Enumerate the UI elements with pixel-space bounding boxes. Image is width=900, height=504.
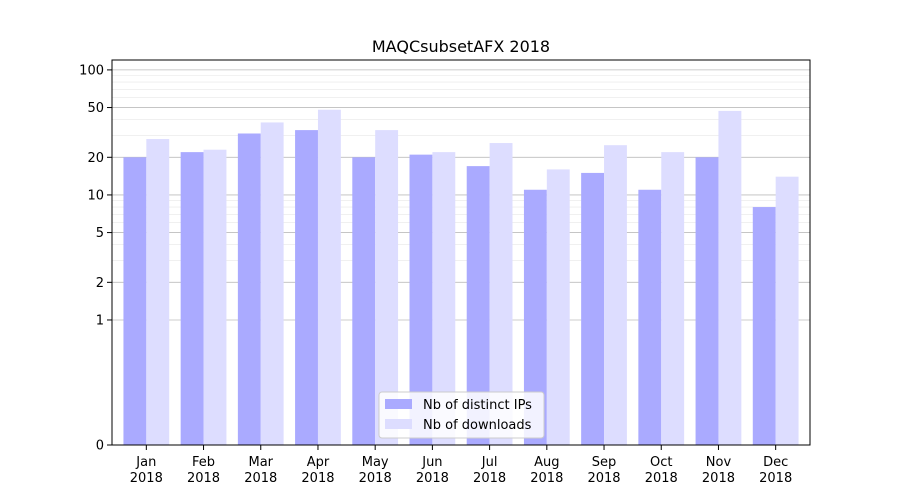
x-tick-label-line: Nov	[706, 455, 732, 470]
chart-title: MAQCsubsetAFX 2018	[372, 37, 550, 56]
bar-distinct-ips	[752, 207, 776, 445]
x-tick-label: May 2018	[359, 455, 392, 486]
x-tick-label-line: Jun	[421, 455, 442, 470]
legend-box	[378, 391, 545, 439]
y-tick-label: 100	[79, 63, 104, 78]
bar-distinct-ips	[295, 130, 318, 445]
bar-downloads	[432, 152, 456, 445]
x-tick-label: Aug 2018	[530, 455, 563, 486]
bar-downloads	[317, 109, 341, 445]
x-tick-label-line: Feb	[192, 455, 215, 470]
bars-layer	[123, 109, 799, 446]
legend-swatch	[385, 419, 412, 429]
y-tick-label: 0	[96, 439, 104, 454]
y-axis: 0 1 2 5 10 20 50 100	[79, 63, 112, 454]
bar-distinct-ips	[123, 157, 147, 445]
bar-downloads	[661, 152, 685, 445]
x-tick-label-line: 2018	[645, 471, 678, 486]
bar-distinct-ips	[581, 172, 605, 445]
bar-downloads	[718, 110, 742, 445]
bar-downloads	[203, 149, 227, 446]
bar-distinct-ips	[695, 157, 719, 445]
x-tick-label-line: 2018	[530, 471, 563, 486]
x-tick-label-line: 2018	[759, 471, 792, 486]
y-tick-label: 50	[87, 101, 104, 116]
x-tick-label-line: Jul	[481, 455, 498, 470]
y-tick-label: 1	[96, 313, 104, 328]
x-tick-label: Nov 2018	[702, 455, 735, 486]
x-tick-label: Apr 2018	[301, 455, 334, 486]
y-tick-label: 5	[96, 226, 104, 241]
y-tick-label: 20	[87, 151, 104, 166]
x-tick-label-line: 2018	[416, 471, 449, 486]
bar-downloads	[375, 130, 399, 445]
x-tick-label: Jul 2018	[473, 455, 506, 486]
bar-distinct-ips	[409, 154, 433, 446]
x-tick-label-line: Mar	[248, 455, 273, 470]
legend-label: Nb of distinct IPs	[423, 398, 532, 413]
bar-downloads	[489, 143, 513, 445]
x-tick-label-line: 2018	[359, 471, 392, 486]
x-tick-label: Mar 2018	[244, 455, 277, 486]
plot-area-frame	[111, 59, 811, 446]
x-tick-label: Jun 2018	[416, 455, 449, 486]
x-tick-label-line: Apr	[307, 455, 330, 470]
x-tick-label-line: Sep	[592, 455, 617, 470]
x-tick-label: Oct 2018	[645, 455, 678, 486]
bar-distinct-ips	[466, 166, 490, 445]
y-tick-label: 10	[87, 188, 104, 203]
y-tick-label: 2	[96, 276, 104, 291]
bar-downloads	[775, 176, 799, 445]
x-tick-label-line: Oct	[650, 455, 672, 470]
bar-distinct-ips	[237, 133, 261, 445]
x-tick-label-line: May	[362, 455, 389, 470]
x-tick-label-line: 2018	[244, 471, 277, 486]
x-tick-label-line: Jan	[135, 455, 156, 470]
x-tick-label-line: 2018	[301, 471, 334, 486]
bar-distinct-ips	[352, 157, 376, 445]
x-tick-label: Sep 2018	[587, 455, 620, 486]
x-tick-label-line: 2018	[187, 471, 220, 486]
x-tick-label: Feb 2018	[187, 455, 220, 486]
x-tick-label-line: Aug	[534, 455, 559, 470]
grid-layer	[112, 69, 810, 321]
legend-swatch	[385, 399, 412, 409]
bar-downloads	[146, 139, 170, 445]
legend: Nb of distinct IPs Nb of downloads	[378, 391, 545, 439]
bar-downloads	[604, 145, 627, 445]
bar-distinct-ips	[523, 189, 547, 445]
x-tick-label-line: 2018	[473, 471, 506, 486]
x-tick-label-line: 2018	[702, 471, 735, 486]
x-tick-label-line: 2018	[130, 471, 163, 486]
x-tick-label-line: Dec	[763, 455, 788, 470]
bar-downloads	[260, 122, 284, 445]
x-tick-label: Dec 2018	[759, 455, 792, 486]
bar-downloads	[546, 169, 570, 445]
bar-distinct-ips	[180, 152, 204, 445]
x-tick-label-line: 2018	[587, 471, 620, 486]
x-tick-label: Jan 2018	[130, 455, 163, 486]
legend-label: Nb of downloads	[423, 418, 532, 433]
bar-distinct-ips	[638, 189, 662, 445]
